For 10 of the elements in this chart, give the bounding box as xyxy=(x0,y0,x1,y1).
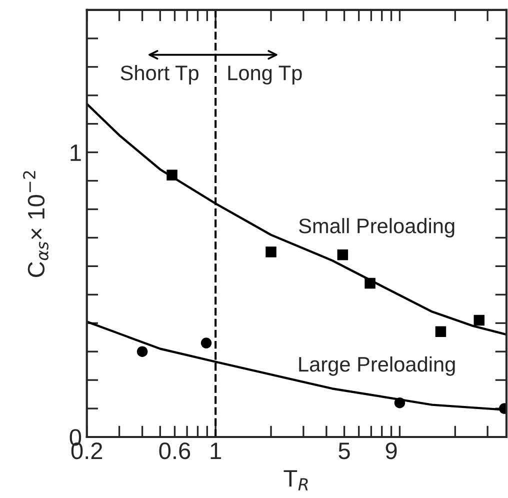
x-tick-label: 1 xyxy=(210,442,221,459)
x-axis-title: T$_{R}$ xyxy=(284,470,308,490)
annotation: Small Preloading xyxy=(299,218,454,238)
y-axis-title: C$_{αs}$× 10$^{−2}$ xyxy=(23,171,48,277)
annotation: Short Tp xyxy=(120,65,198,84)
annotation: Long Tp xyxy=(228,66,302,84)
x-tick-label: 5 xyxy=(338,442,350,460)
x-tick-label: 9 xyxy=(386,442,397,460)
x-tick-label: 0.6 xyxy=(159,442,190,460)
annotation: Large Preloading xyxy=(299,356,455,376)
